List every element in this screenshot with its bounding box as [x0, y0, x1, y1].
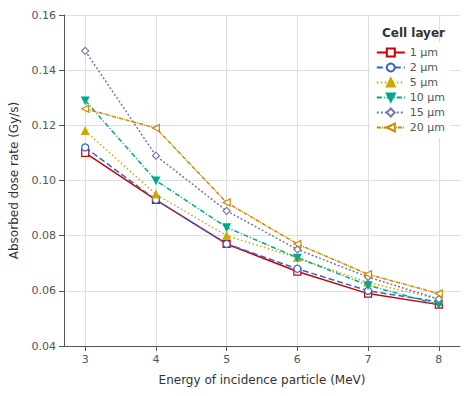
svg-text:5 μm: 5 μm — [410, 76, 438, 89]
svg-text:1 μm: 1 μm — [410, 46, 438, 59]
svg-text:4: 4 — [152, 353, 159, 366]
svg-text:0.08: 0.08 — [32, 229, 57, 242]
svg-text:8: 8 — [435, 353, 442, 366]
svg-text:0.16: 0.16 — [32, 9, 57, 22]
svg-text:0.14: 0.14 — [32, 64, 57, 77]
svg-text:Absorbed dose rate (Gy/s): Absorbed dose rate (Gy/s) — [7, 102, 21, 259]
svg-text:Energy of incidence particle (: Energy of incidence particle (MeV) — [159, 373, 366, 387]
svg-text:10 μm: 10 μm — [410, 91, 445, 104]
svg-text:15 μm: 15 μm — [410, 106, 445, 119]
svg-text:5: 5 — [223, 353, 230, 366]
svg-text:0.06: 0.06 — [32, 284, 57, 297]
svg-text:0.12: 0.12 — [32, 119, 57, 132]
svg-text:3: 3 — [82, 353, 89, 366]
svg-text:7: 7 — [365, 353, 372, 366]
svg-text:Cell layer: Cell layer — [382, 26, 445, 40]
svg-text:2 μm: 2 μm — [410, 61, 438, 74]
svg-text:0.10: 0.10 — [32, 174, 57, 187]
svg-text:6: 6 — [294, 353, 301, 366]
svg-text:0.04: 0.04 — [32, 340, 57, 353]
svg-text:20 μm: 20 μm — [410, 121, 445, 134]
